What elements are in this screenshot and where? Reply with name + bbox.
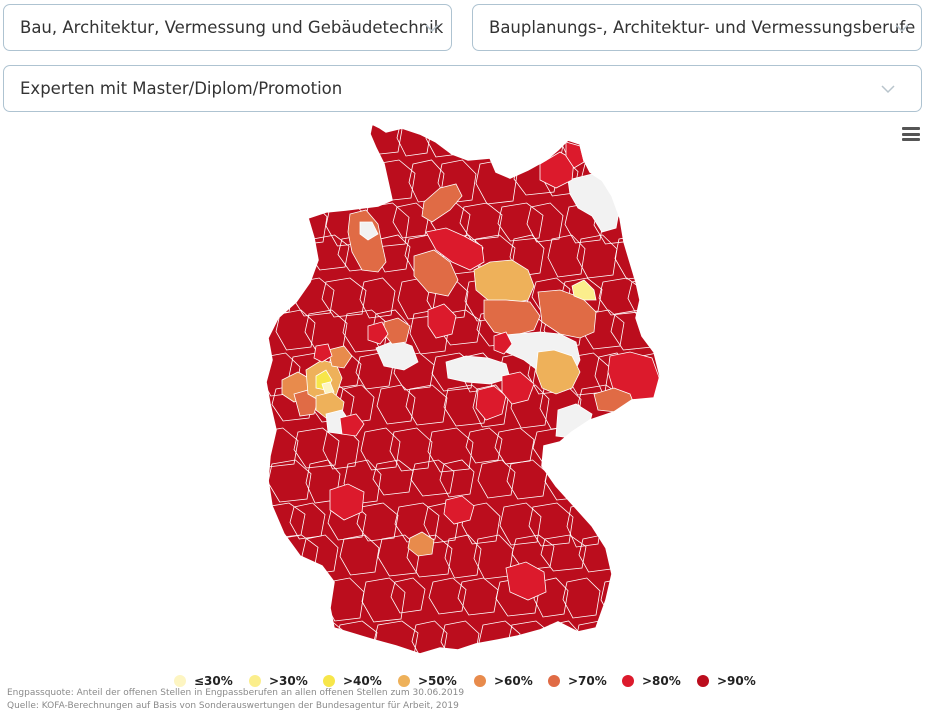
occupation-select[interactable]: Bauplanungs-, Architektur- und Vermessun… (472, 4, 922, 51)
legend-label: >80% (642, 674, 681, 688)
map-region-gt50 (535, 349, 581, 395)
legend-color-dot (323, 675, 335, 687)
map-regions (266, 124, 660, 654)
map-region-gt80 (339, 413, 365, 437)
legend-item-gt50[interactable]: >50% (398, 674, 457, 688)
legend-label: >30% (269, 674, 308, 688)
legend-label: >50% (418, 674, 457, 688)
map-region-gt70 (537, 289, 597, 339)
map-region-gt80 (427, 303, 457, 339)
field-select-value: Bau, Architektur, Vermessung und Gebäude… (20, 18, 444, 37)
legend-label: >60% (494, 674, 533, 688)
qualification-level-value: Experten mit Master/Diplom/Promotion (20, 79, 343, 98)
legend-color-dot (548, 675, 560, 687)
legend-color-dot (249, 675, 261, 687)
map-region-gt70 (483, 299, 541, 337)
map-region-gt70 (413, 249, 459, 297)
map-region-gt80 (565, 141, 585, 169)
legend-label: >40% (343, 674, 382, 688)
map-region-gt80 (539, 151, 575, 189)
legend-item-le30[interactable]: ≤30% (174, 674, 233, 688)
map-region-gt70 (347, 209, 387, 273)
legend-color-dot (622, 675, 634, 687)
legend-item-gt30[interactable]: >30% (249, 674, 308, 688)
chevron-down-icon (895, 23, 909, 32)
map-region-gt80 (475, 385, 507, 421)
legend-color-dot (474, 675, 486, 687)
legend-item-gt90[interactable]: >90% (697, 674, 756, 688)
map-region-gt80 (505, 561, 547, 601)
map-region-gt80 (493, 331, 513, 355)
map-region-gt70 (421, 183, 463, 223)
legend-color-dot (398, 675, 410, 687)
legend-label: >90% (717, 674, 756, 688)
map-region-gt50 (473, 259, 535, 305)
map-region-gt80 (367, 321, 389, 345)
legend-color-dot (697, 675, 709, 687)
source-note: Quelle: KOFA-Berechnungen auf Basis von … (7, 701, 459, 711)
occupation-select-value: Bauplanungs-, Architektur- und Vermessun… (489, 18, 916, 37)
germany-district-map (265, 123, 661, 655)
field-select[interactable]: Bau, Architektur, Vermessung und Gebäude… (3, 4, 452, 51)
legend-item-gt60[interactable]: >60% (474, 674, 533, 688)
legend-label: ≤30% (194, 674, 233, 688)
qualification-level-select[interactable]: Experten mit Master/Diplom/Promotion (3, 65, 922, 112)
map-region-nodata (359, 221, 379, 241)
map-region-gt80 (313, 343, 333, 363)
map-legend: ≤30% >30% >40% >50% >60% >70% >80% >90% (0, 674, 928, 690)
legend-label: >70% (568, 674, 607, 688)
legend-item-gt40[interactable]: >40% (323, 674, 382, 688)
legend-item-gt80[interactable]: >80% (622, 674, 681, 688)
map-region-gt60 (407, 531, 435, 557)
legend-item-gt70[interactable]: >70% (548, 674, 607, 688)
map-region-gt60 (327, 345, 353, 369)
map-region-gt80 (501, 371, 535, 405)
chevron-down-icon (881, 84, 895, 93)
legend-color-dot (174, 675, 186, 687)
map-region-gt80 (329, 483, 365, 521)
definition-note: Engpassquote: Anteil der offenen Stellen… (7, 688, 465, 698)
map-region-gt80 (425, 227, 485, 271)
map-region-gt80 (443, 495, 475, 525)
map-region-gt30 (571, 279, 597, 301)
hamburger-menu-icon[interactable] (902, 127, 920, 141)
chevron-down-icon (425, 23, 439, 32)
